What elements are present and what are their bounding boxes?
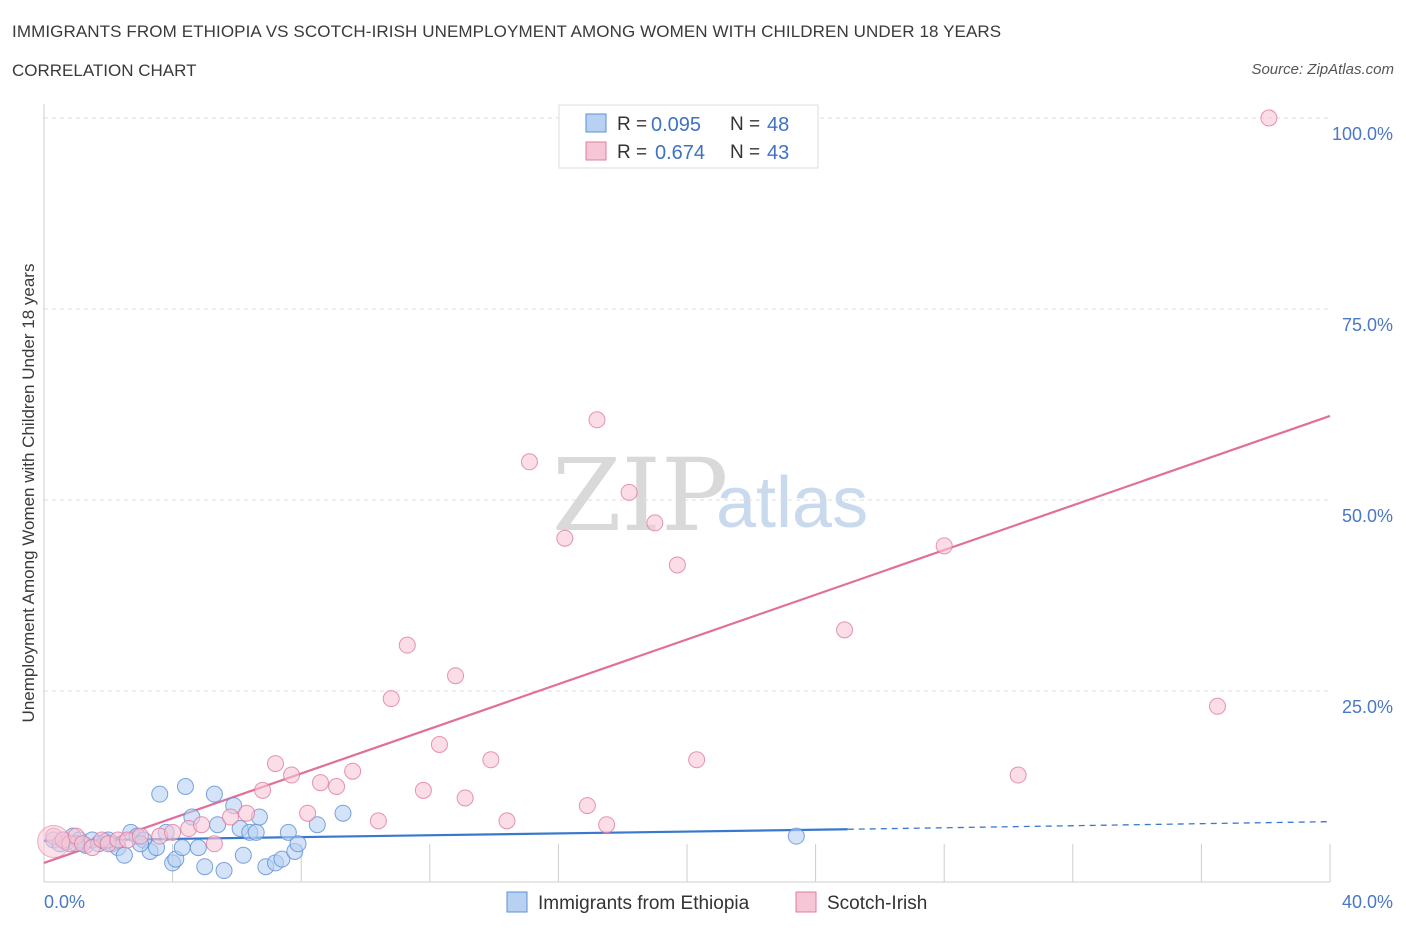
y-tick-label: 50.0% — [1342, 506, 1393, 526]
x-tick-label: 0.0% — [44, 892, 85, 912]
point-scotch-irish — [344, 762, 362, 780]
chart-subtitle: CORRELATION CHART — [12, 61, 197, 80]
point-scotch-irish — [311, 774, 329, 792]
point-scotch-irish — [414, 781, 432, 799]
point-scotch-irish — [588, 411, 606, 429]
legend-r-label: R = — [617, 142, 647, 163]
point-scotch-irish — [646, 514, 664, 532]
point-scotch-irish — [935, 537, 953, 555]
y-tick-label: 75.0% — [1342, 315, 1393, 335]
point-scotch-irish — [328, 778, 346, 795]
legend-swatch-ethiopia — [585, 113, 607, 133]
legend-r-value-scotch-irish: 0.674 — [655, 142, 705, 164]
point-ethiopia — [787, 827, 805, 845]
point-ethiopia — [151, 785, 169, 803]
point-scotch-irish — [578, 797, 596, 815]
point-ethiopia — [176, 778, 194, 795]
point-scotch-irish — [688, 751, 706, 769]
x-tick-label: 40.0% — [1342, 892, 1393, 912]
point-ethiopia — [215, 862, 233, 880]
point-scotch-irish — [447, 667, 465, 685]
point-scotch-irish — [668, 556, 686, 574]
point-ethiopia — [308, 816, 326, 834]
point-scotch-irish — [1260, 109, 1278, 127]
bottom-legend-label-ethiopia: Immigrants from Ethiopia — [538, 893, 750, 914]
chart-title: IMMIGRANTS FROM ETHIOPIA VS SCOTCH-IRISH… — [12, 22, 1002, 41]
bottom-legend-swatch-ethiopia — [506, 891, 528, 913]
data-points — [37, 109, 1278, 880]
point-ethiopia — [334, 804, 352, 822]
point-scotch-irish — [620, 483, 638, 501]
tick-labels: 100.0% 75.0% 50.0% 25.0% 0.0% 40.0% — [44, 124, 1393, 912]
watermark-atlas: atlas — [716, 463, 868, 543]
legend-r-label: R = — [617, 114, 647, 135]
point-scotch-irish — [556, 529, 574, 547]
point-scotch-irish — [221, 808, 239, 826]
y-axis-title: Unemployment Among Women with Children U… — [19, 264, 38, 723]
point-ethiopia — [273, 850, 291, 868]
point-scotch-irish — [836, 621, 854, 639]
point-scotch-irish — [266, 755, 284, 773]
bottom-legend: Immigrants from Ethiopia Scotch-Irish — [506, 891, 927, 914]
point-ethiopia — [196, 858, 214, 876]
point-scotch-irish — [369, 812, 387, 830]
point-scotch-irish — [382, 690, 400, 708]
point-ethiopia — [289, 835, 307, 853]
point-scotch-irish — [254, 781, 272, 799]
point-scotch-irish — [430, 735, 448, 753]
point-ethiopia — [173, 839, 191, 857]
point-scotch-irish — [238, 804, 256, 822]
point-scotch-irish — [283, 766, 301, 784]
point-scotch-irish — [164, 823, 182, 841]
point-scotch-irish — [456, 789, 474, 807]
y-tick-label: 100.0% — [1332, 124, 1393, 144]
point-ethiopia — [189, 839, 207, 857]
legend: R = 0.095 N = 48 R = 0.674 N = 43 — [558, 104, 819, 169]
legend-n-value-ethiopia: 48 — [767, 114, 789, 136]
legend-n-label: N = — [730, 114, 760, 135]
point-ethiopia — [279, 823, 297, 841]
bottom-legend-swatch-scotch-irish — [795, 891, 817, 913]
legend-n-label: N = — [730, 142, 760, 163]
watermark-zip: ZIP — [552, 437, 728, 554]
point-scotch-irish — [1208, 697, 1226, 715]
point-scotch-irish — [193, 816, 211, 834]
point-ethiopia — [205, 785, 223, 803]
trend-line-ethiopia-extension — [847, 820, 1331, 830]
point-ethiopia — [247, 823, 265, 841]
point-ethiopia — [234, 846, 252, 864]
gridlines — [44, 117, 1330, 692]
legend-n-value-scotch-irish: 43 — [767, 142, 789, 164]
bottom-legend-label-scotch-irish: Scotch-Irish — [827, 893, 927, 914]
point-scotch-irish — [398, 636, 416, 654]
legend-swatch-scotch-irish — [585, 141, 607, 161]
point-scotch-irish — [1009, 766, 1027, 784]
point-scotch-irish — [520, 453, 538, 471]
point-scotch-irish — [205, 835, 223, 853]
point-scotch-irish — [482, 751, 500, 769]
source-label: Source: ZipAtlas.com — [1251, 61, 1394, 78]
point-scotch-irish — [299, 804, 317, 822]
legend-r-value-ethiopia: 0.095 — [651, 114, 701, 136]
point-scotch-irish — [498, 812, 516, 830]
point-cluster — [37, 825, 71, 859]
point-ethiopia — [115, 846, 133, 864]
y-tick-label: 25.0% — [1342, 697, 1393, 717]
point-scotch-irish — [598, 816, 616, 834]
point-scotch-irish — [131, 827, 149, 845]
